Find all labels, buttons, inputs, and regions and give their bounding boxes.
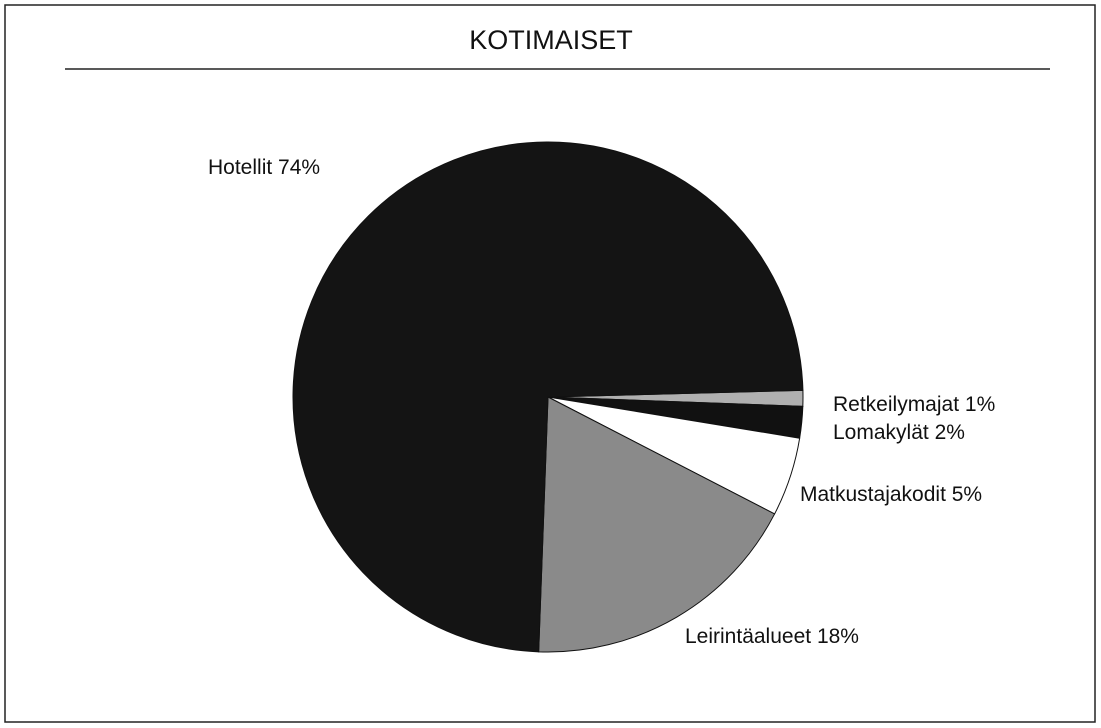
slice-value: 5% — [952, 483, 982, 506]
slice-label: Matkustajakodit 5% — [800, 483, 982, 506]
slice-category: Retkeilymajat — [833, 393, 959, 416]
slice-value: 74% — [278, 156, 320, 179]
slice-label: Hotellit 74% — [208, 156, 320, 179]
slice-value: 2% — [935, 421, 965, 444]
slice-label: Lomakylät 2% — [833, 421, 965, 444]
frame — [4, 4, 1096, 723]
slice-value: 1% — [965, 393, 995, 416]
slice-label: Retkeilymajat 1% — [833, 393, 995, 416]
slice-label: Leirintäalueet 18% — [685, 625, 859, 648]
slice-category: Hotellit — [208, 156, 272, 179]
pie-slice — [292, 141, 804, 653]
chart-title: KOTIMAISET — [469, 25, 633, 55]
pie-slice — [538, 396, 776, 653]
slice-category: Lomakylät — [833, 421, 929, 444]
slice-category: Matkustajakodit — [800, 483, 946, 506]
slice-category: Leirintäalueet — [685, 625, 811, 648]
slice-value: 18% — [817, 625, 859, 648]
